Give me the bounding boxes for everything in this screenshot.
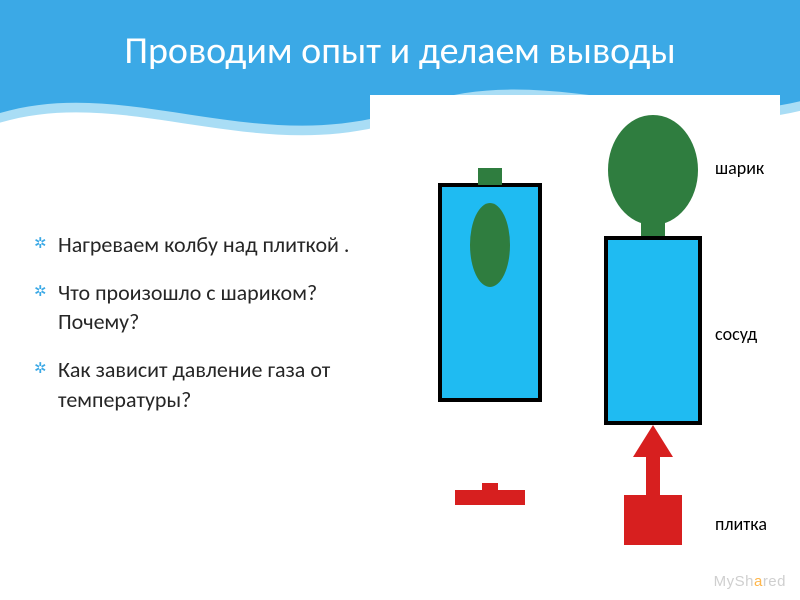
label-balloon: шарик xyxy=(715,157,764,179)
heat-arrow-icon xyxy=(633,425,673,495)
slide-title: Проводим опыт и делаем выводы xyxy=(0,28,800,74)
stove-a-knob xyxy=(482,483,498,491)
watermark-post: red xyxy=(763,573,786,590)
experiment-diagram: шарик сосуд плитка xyxy=(370,95,780,575)
watermark-pre: MySh xyxy=(714,573,754,590)
bullet-item: Нагреваем колбу над плиткой . xyxy=(30,230,360,260)
label-stove: плитка xyxy=(715,513,767,535)
balloon-a-deflated xyxy=(470,203,510,287)
bullet-item: Как зависит давление газа от температуры… xyxy=(30,355,360,414)
balloon-b-inflated xyxy=(608,115,698,225)
stove-a-base xyxy=(455,490,525,505)
bullet-item: Что произошло с шариком? Почему? xyxy=(30,278,360,337)
bullet-list: Нагреваем колбу над плиткой . Что произо… xyxy=(30,230,360,432)
website-watermark: MyShared xyxy=(714,573,786,590)
watermark-accent: a xyxy=(754,573,763,590)
label-vessel: сосуд xyxy=(715,323,757,345)
stove-b-base xyxy=(624,495,682,545)
vessel-b xyxy=(606,238,700,423)
neck-a xyxy=(478,168,502,185)
neck-b xyxy=(641,221,665,238)
